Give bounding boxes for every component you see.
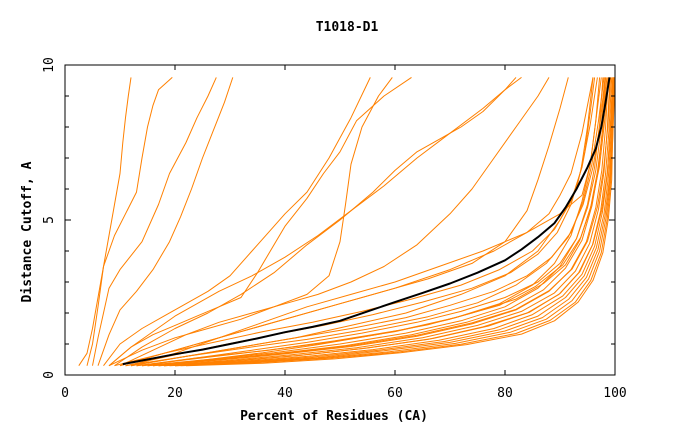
series-layer [78, 76, 616, 367]
series-line-model-35 [125, 77, 606, 367]
chart-title: T1018-D1 [316, 20, 379, 35]
highlight-layer [122, 77, 611, 366]
ticks-layer: 0 20 40 60 80 100 0 5 10 [42, 57, 627, 401]
series-line-model-09 [114, 77, 517, 367]
series-line-model-27 [152, 77, 608, 367]
series-line-highlighted-model [122, 77, 611, 366]
y-tick-label-5: 5 [42, 216, 57, 224]
y-tick-label-0: 0 [42, 371, 57, 379]
series-line-model-02 [86, 77, 173, 366]
series-line-model-24 [174, 77, 615, 367]
series-line-model-30 [114, 77, 598, 367]
x-tick-label-0: 0 [61, 386, 69, 401]
series-line-model-13 [119, 77, 594, 367]
series-line-model-01 [78, 77, 132, 366]
series-line-model-31 [185, 77, 615, 367]
series-line-model-33 [147, 77, 612, 367]
series-line-model-18 [152, 77, 609, 367]
series-line-model-32 [158, 77, 614, 367]
y-axis-label: Distance Cutoff, A [20, 161, 35, 302]
series-line-model-08 [108, 77, 522, 367]
series-line-model-22 [169, 77, 614, 367]
x-tick-label-40: 40 [277, 386, 293, 401]
series-line-model-26 [141, 77, 606, 367]
series-line-model-34 [136, 77, 609, 367]
series-line-model-07 [108, 77, 393, 367]
x-tick-label-100: 100 [603, 386, 626, 401]
series-line-model-04 [97, 77, 234, 366]
y-tick-label-10: 10 [42, 57, 57, 73]
series-line-model-19 [158, 77, 611, 367]
series-line-model-10 [119, 77, 550, 367]
series-line-model-25 [180, 77, 616, 367]
series-line-model-23 [174, 77, 615, 367]
series-line-model-28 [130, 77, 605, 367]
series-line-model-03 [92, 77, 217, 366]
x-tick-label-20: 20 [167, 386, 183, 401]
series-line-model-05 [103, 77, 371, 367]
x-axis-label: Percent of Residues (CA) [240, 409, 428, 424]
x-tick-label-60: 60 [387, 386, 403, 401]
series-line-model-16 [141, 77, 604, 367]
series-line-model-14 [130, 77, 596, 367]
x-tick-label-80: 80 [497, 386, 513, 401]
